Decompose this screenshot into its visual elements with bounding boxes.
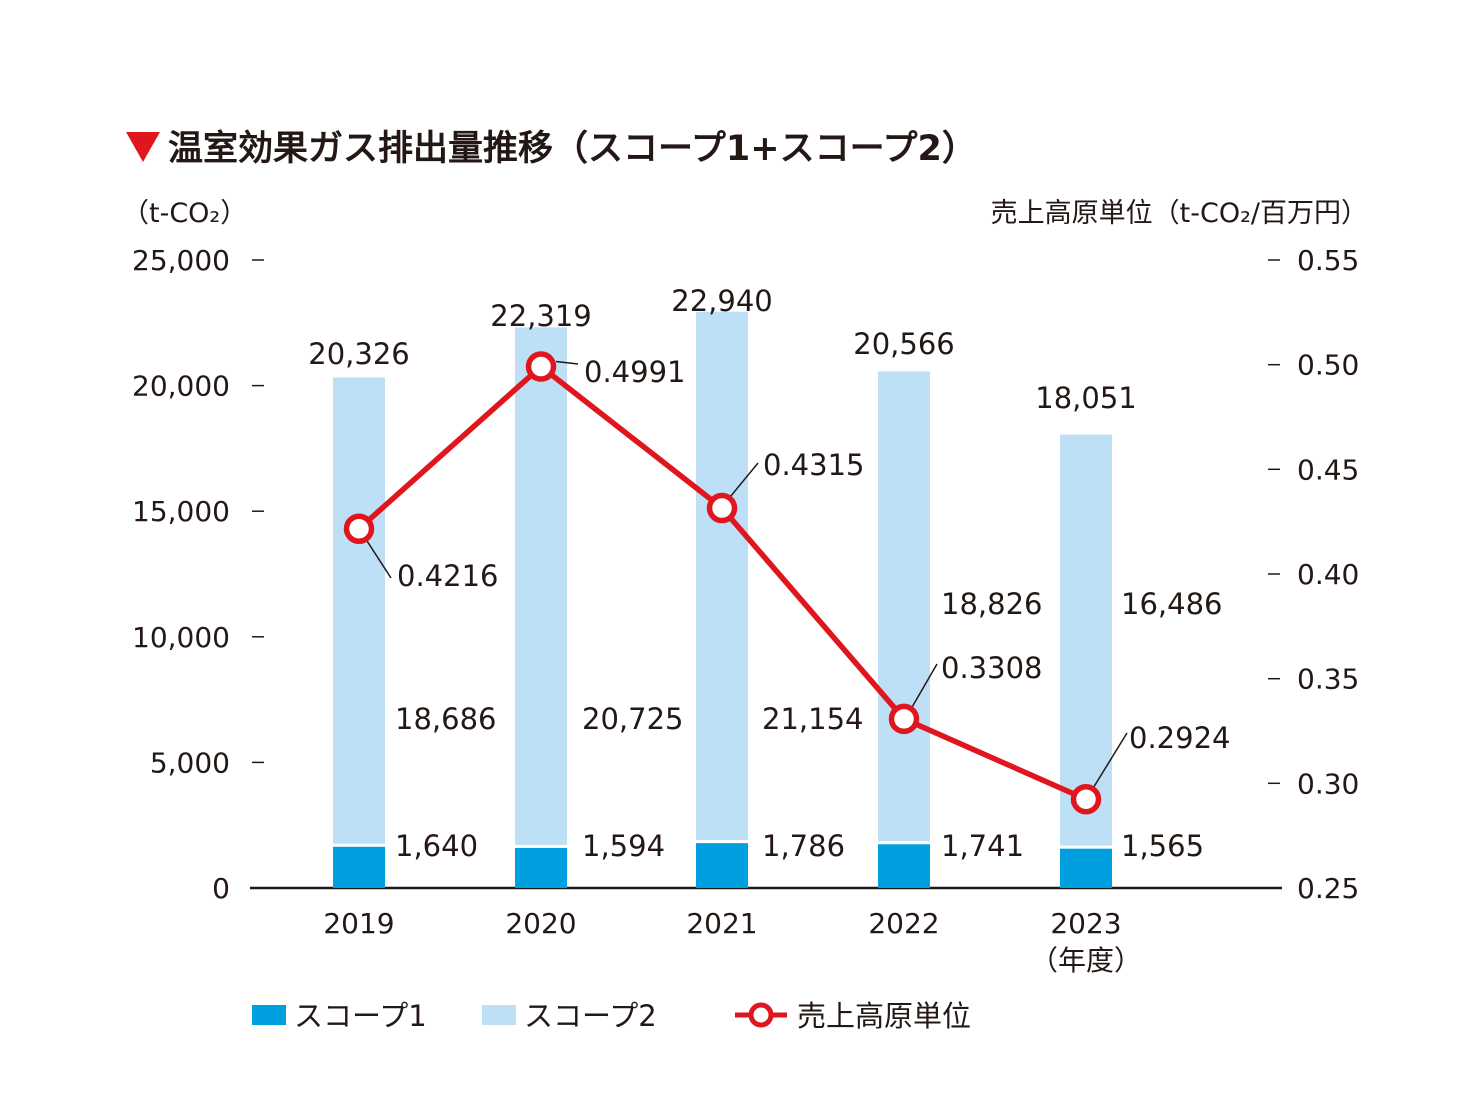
legend-marker-icon (748, 1002, 774, 1028)
legend-swatch-scope2 (482, 1005, 516, 1025)
left-axis-unit: （t-CO₂） (122, 198, 247, 229)
bar-scope2 (1060, 434, 1112, 846)
x-axis-unit: （年度） (1030, 944, 1142, 977)
label-total: 20,566 (853, 327, 954, 361)
label-scope2: 18,826 (941, 587, 1042, 621)
legend-label-scope2: スコープ2 (524, 999, 657, 1033)
intensity-point (1070, 783, 1102, 815)
x-tick-label: 2021 (686, 907, 757, 940)
left-tick-label: 20,000 (132, 370, 230, 403)
leader-line (1092, 732, 1128, 789)
label-intensity: 0.4315 (763, 448, 864, 482)
left-tick-label: 25,000 (132, 244, 230, 277)
title-triangle-icon (126, 132, 160, 162)
bar-scope2 (333, 377, 385, 844)
label-scope2: 18,686 (395, 702, 496, 736)
x-tick-label: 2023 (1050, 907, 1121, 940)
legend-label-scope1: スコープ1 (294, 999, 427, 1033)
bar-scope1 (333, 846, 385, 888)
label-intensity: 0.2924 (1129, 721, 1230, 755)
right-tick-label: 0.40 (1297, 558, 1359, 591)
label-intensity: 0.3308 (941, 651, 1042, 685)
label-intensity: 0.4216 (397, 559, 498, 593)
right-axis-ticks: 0.25 0.30 0.35 0.40 0.45 0.50 0.55 (1268, 244, 1359, 905)
bar-scope1 (878, 844, 930, 888)
bar-scope2 (878, 371, 930, 842)
label-total: 18,051 (1035, 381, 1136, 415)
left-tick-label: 15,000 (132, 495, 230, 528)
right-tick-label: 0.35 (1297, 663, 1359, 696)
leader-line (910, 663, 938, 710)
label-scope2: 16,486 (1121, 587, 1222, 621)
chart-title: 温室効果ガス排出量推移（スコープ1+スコープ2） (168, 128, 977, 169)
x-tick-label: 2022 (868, 907, 939, 940)
bar-scope1 (515, 847, 567, 888)
left-tick-label: 0 (212, 872, 230, 905)
intensity-point (525, 351, 557, 382)
bar-scope2 (515, 327, 567, 845)
label-scope1: 1,565 (1121, 829, 1204, 863)
bars-group (333, 311, 1112, 888)
left-tick-label: 5,000 (150, 746, 230, 779)
label-scope1: 1,786 (762, 829, 845, 863)
right-tick-label: 0.50 (1297, 349, 1359, 382)
legend: スコープ1 スコープ2 売上高原単位 (252, 999, 971, 1033)
right-tick-label: 0.45 (1297, 453, 1359, 486)
legend-swatch-scope1 (252, 1005, 286, 1025)
right-tick-label: 0.30 (1297, 767, 1359, 800)
leader-line (362, 534, 392, 579)
label-intensity: 0.4991 (584, 355, 685, 389)
intensity-point (888, 703, 920, 735)
bar-scope2 (696, 311, 748, 841)
label-total: 22,940 (671, 284, 772, 318)
label-scope1: 1,594 (582, 829, 665, 863)
right-tick-label: 0.55 (1297, 244, 1359, 277)
intensity-point (343, 513, 375, 545)
legend-label-intensity: 売上高原単位 (797, 999, 971, 1033)
right-axis-unit: 売上高原単位（t-CO₂/百万円） (991, 198, 1368, 229)
intensity-line-group: 0.4216 0.4991 0.4315 0.3308 0.2924 (343, 351, 1230, 815)
label-total: 22,319 (490, 299, 591, 333)
right-tick-label: 0.25 (1297, 872, 1359, 905)
label-total: 20,326 (308, 337, 409, 371)
label-scope1: 1,741 (941, 829, 1024, 863)
left-tick-label: 10,000 (132, 621, 230, 654)
bar-labels-group: 1,640 18,686 20,326 1,594 20,725 22,319 1,786 2… (308, 284, 1222, 863)
leader-line (555, 360, 579, 365)
bar-scope1 (696, 843, 748, 888)
leader-line (729, 462, 759, 498)
x-tick-label: 2019 (323, 907, 394, 940)
label-scope1: 1,640 (395, 829, 478, 863)
label-scope2: 21,154 (762, 702, 863, 736)
left-axis-ticks: 0 5,000 10,000 15,000 20,000 25,000 (132, 244, 264, 905)
bar-scope1 (1060, 848, 1112, 888)
x-axis-labels: 2019 2020 2021 2022 2023 （年度） (323, 907, 1142, 977)
intensity-point (706, 492, 738, 524)
label-scope2: 20,725 (582, 702, 683, 736)
x-tick-label: 2020 (505, 907, 576, 940)
